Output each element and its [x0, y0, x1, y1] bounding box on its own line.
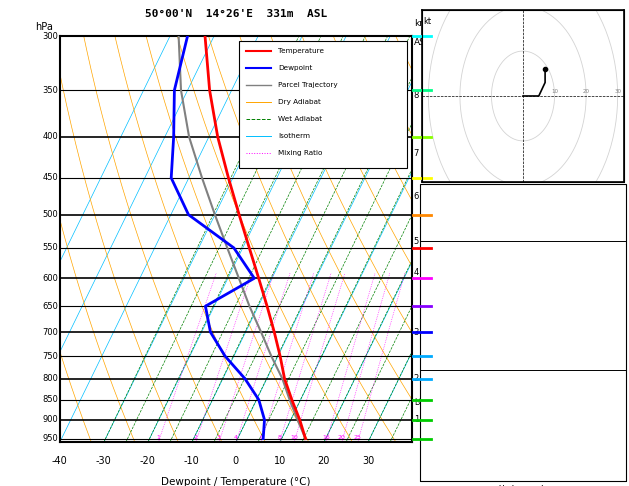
Text: θᴁ(K): θᴁ(K) [428, 301, 455, 310]
Text: 30: 30 [614, 89, 621, 94]
Text: CAPE (J): CAPE (J) [428, 338, 470, 347]
Text: 4: 4 [414, 268, 419, 277]
Text: CIN (J): CIN (J) [428, 356, 465, 365]
Text: 20: 20 [582, 89, 589, 94]
Text: 971: 971 [602, 393, 618, 402]
Text: 900: 900 [42, 415, 58, 424]
Text: Pressure (mb): Pressure (mb) [428, 393, 498, 402]
Text: Lifted Index: Lifted Index [428, 430, 493, 439]
Text: 400: 400 [42, 132, 58, 141]
Text: 0: 0 [613, 467, 618, 476]
Text: 1: 1 [157, 435, 160, 440]
Text: -40: -40 [52, 456, 68, 467]
Text: 3: 3 [613, 319, 618, 328]
Text: Most Unstable: Most Unstable [488, 375, 558, 383]
Text: 48: 48 [608, 208, 618, 217]
Text: 31: 31 [608, 338, 618, 347]
Text: 1.37: 1.37 [597, 227, 618, 236]
Text: LCL: LCL [414, 398, 428, 407]
Text: Dry Adiabat: Dry Adiabat [278, 99, 321, 105]
Text: 31: 31 [608, 449, 618, 457]
Text: Wet Adiabat: Wet Adiabat [278, 116, 322, 122]
Text: θᴁ (K): θᴁ (K) [428, 412, 460, 420]
Text: 16: 16 [322, 435, 330, 440]
Text: 2: 2 [194, 435, 198, 440]
FancyBboxPatch shape [240, 40, 407, 168]
Text: 500: 500 [42, 210, 58, 219]
Text: 0: 0 [233, 456, 239, 467]
Text: 1: 1 [414, 415, 419, 424]
Text: 5.8: 5.8 [602, 282, 618, 291]
Text: 50°00'N  14°26'E  331m  ASL: 50°00'N 14°26'E 331m ASL [145, 9, 327, 19]
Text: Dewp (°C): Dewp (°C) [428, 282, 476, 291]
Text: 8: 8 [414, 91, 419, 100]
Text: Isotherm: Isotherm [278, 133, 310, 139]
Text: 6: 6 [414, 192, 419, 201]
Text: 20: 20 [338, 435, 346, 440]
Text: Surface: Surface [504, 245, 542, 254]
Text: 300: 300 [42, 32, 58, 41]
Text: 750: 750 [42, 352, 58, 361]
Text: 5: 5 [414, 237, 419, 246]
Text: 700: 700 [42, 328, 58, 337]
Text: 12: 12 [608, 190, 618, 199]
Text: 2: 2 [414, 374, 419, 383]
Text: -10: -10 [184, 456, 200, 467]
Text: K: K [428, 190, 433, 199]
Text: -30: -30 [96, 456, 112, 467]
Text: 308: 308 [602, 412, 618, 420]
Text: 30: 30 [362, 456, 374, 467]
Text: Dewpoint / Temperature (°C): Dewpoint / Temperature (°C) [161, 477, 311, 486]
Text: Lifted Index: Lifted Index [428, 319, 493, 328]
Text: CIN (J): CIN (J) [428, 467, 465, 476]
Text: Mixing Ratio: Mixing Ratio [278, 150, 323, 156]
Text: 10: 10 [290, 435, 298, 440]
Text: 3: 3 [613, 430, 618, 439]
Text: 10: 10 [551, 89, 558, 94]
Text: 650: 650 [42, 302, 58, 311]
Text: 308: 308 [602, 301, 618, 310]
Text: 15.4: 15.4 [597, 264, 618, 273]
Text: 6: 6 [259, 435, 263, 440]
Text: 10: 10 [274, 456, 286, 467]
Text: 550: 550 [42, 243, 58, 252]
Text: 850: 850 [42, 395, 58, 404]
Text: ASL: ASL [414, 37, 431, 47]
Text: Totals Totals: Totals Totals [428, 208, 498, 217]
Text: -20: -20 [140, 456, 156, 467]
Text: CAPE (J): CAPE (J) [428, 449, 470, 457]
Text: 7: 7 [414, 149, 419, 158]
Text: 450: 450 [42, 174, 58, 182]
Text: 800: 800 [42, 374, 58, 383]
Text: PW (cm): PW (cm) [428, 227, 465, 236]
Text: Mixing Ratio (g/kg): Mixing Ratio (g/kg) [455, 200, 464, 279]
Text: 600: 600 [42, 274, 58, 283]
Text: 8: 8 [277, 435, 281, 440]
Text: 0: 0 [613, 356, 618, 365]
Text: 25: 25 [353, 435, 362, 440]
Text: km: km [414, 19, 428, 28]
Text: kt: kt [424, 17, 431, 26]
Text: 4: 4 [234, 435, 238, 440]
Text: Temp (°C): Temp (°C) [428, 264, 476, 273]
Text: hPa: hPa [36, 21, 53, 32]
Text: 3: 3 [217, 435, 221, 440]
Text: Temperature: Temperature [278, 48, 324, 54]
Text: 20: 20 [318, 456, 330, 467]
Text: Parcel Trajectory: Parcel Trajectory [278, 82, 338, 88]
Text: 350: 350 [42, 86, 58, 95]
Text: 3: 3 [414, 328, 419, 337]
Text: Dewpoint: Dewpoint [278, 65, 313, 71]
Text: 950: 950 [42, 434, 58, 443]
